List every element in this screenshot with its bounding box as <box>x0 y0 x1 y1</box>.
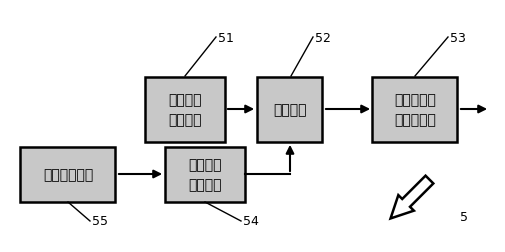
Text: 53: 53 <box>449 32 465 44</box>
Text: 数控机床
插补模块: 数控机床 插补模块 <box>168 93 201 126</box>
Bar <box>145 77 225 142</box>
Bar <box>21 147 115 202</box>
Text: 修正模块: 修正模块 <box>273 103 306 116</box>
Text: 52: 52 <box>315 32 330 44</box>
Bar <box>372 77 457 142</box>
Text: 55: 55 <box>92 215 108 228</box>
Bar <box>165 147 244 202</box>
Text: 温度补偿
计算模块: 温度补偿 计算模块 <box>188 158 221 191</box>
Text: 54: 54 <box>242 215 259 228</box>
Text: 5: 5 <box>459 211 467 224</box>
Text: 温度采集模块: 温度采集模块 <box>43 167 93 181</box>
Text: 数控机床位
置控制模块: 数控机床位 置控制模块 <box>393 93 435 126</box>
Bar <box>257 77 322 142</box>
Text: 51: 51 <box>218 32 233 44</box>
